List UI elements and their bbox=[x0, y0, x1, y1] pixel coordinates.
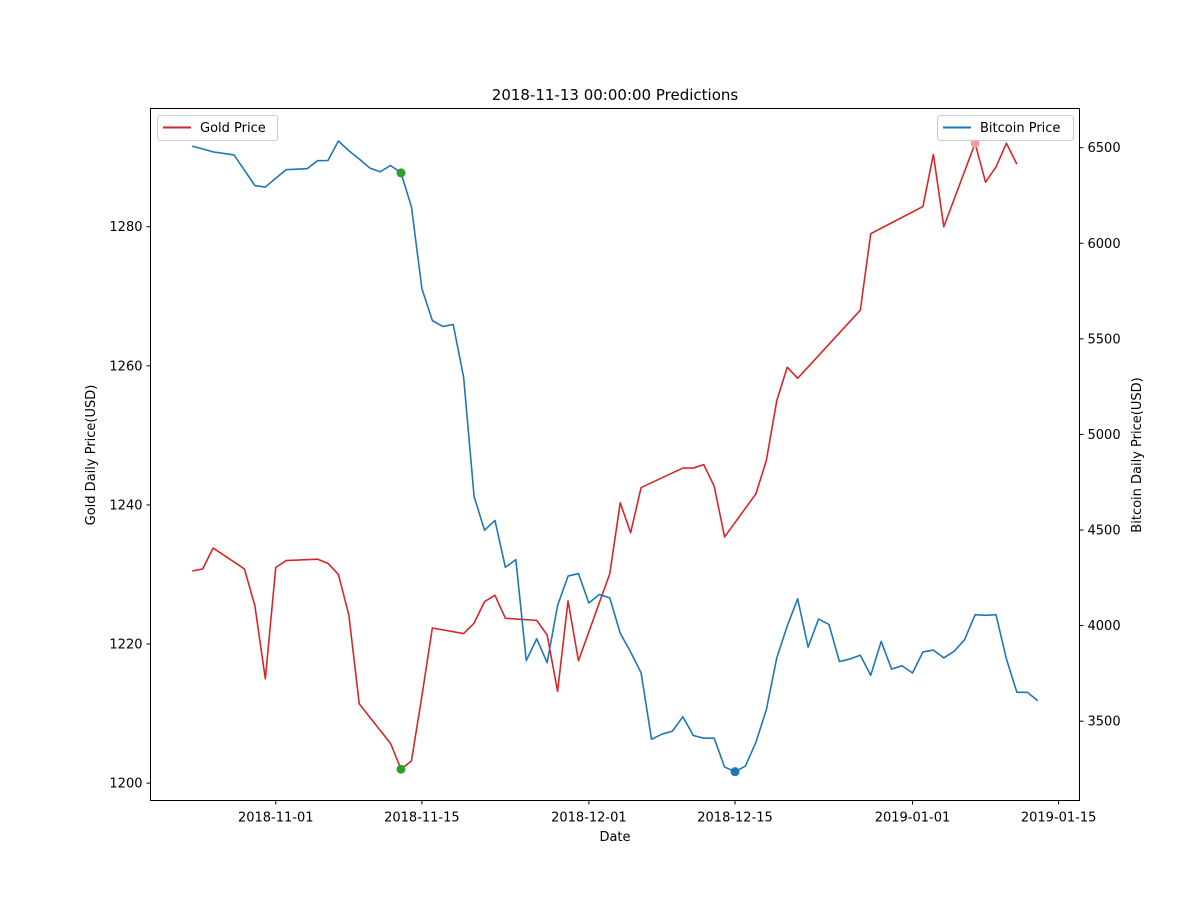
marker-point-0 bbox=[396, 764, 406, 774]
legend-bitcoin-label: Bitcoin Price bbox=[980, 121, 1060, 136]
y-right-tick-label: 5000 bbox=[1088, 428, 1121, 443]
y-left-axis-label: Gold Daily Price(USD) bbox=[84, 385, 99, 526]
y-right-tick-label: 5500 bbox=[1088, 332, 1121, 347]
series-line-gold-price bbox=[192, 142, 1018, 771]
y-right-tick-label: 4000 bbox=[1088, 619, 1121, 634]
x-axis: 2018-11-01 2018-11-15 2018-12-01 2018-12-15… bbox=[238, 800, 1097, 826]
marker-point-2 bbox=[730, 767, 740, 777]
plot-frame bbox=[150, 108, 1080, 801]
legend-bitcoin-box bbox=[937, 115, 1074, 141]
marker-point-1 bbox=[396, 168, 406, 178]
y-left-axis: 1200 1220 1240 1260 1280 bbox=[109, 220, 151, 792]
y-right-tick-label: 3500 bbox=[1088, 715, 1121, 730]
legend-bitcoin: Bitcoin Price bbox=[937, 115, 1074, 141]
x-tick-label: 2018-12-01 bbox=[551, 811, 627, 826]
x-tick-label: 2018-12-15 bbox=[697, 811, 773, 826]
y-right-tick-label: 6000 bbox=[1088, 237, 1121, 252]
x-axis-label: Date bbox=[599, 830, 630, 845]
legend-gold: Gold Price bbox=[157, 115, 278, 141]
y-left-tick-label: 1200 bbox=[109, 777, 142, 792]
x-tick-label: 2018-11-01 bbox=[238, 811, 314, 826]
marker-point-3 bbox=[970, 138, 980, 148]
x-tick-label: 2019-01-01 bbox=[875, 811, 951, 826]
legend-gold-label: Gold Price bbox=[200, 121, 266, 136]
y-left-tick-label: 1220 bbox=[109, 638, 142, 653]
series-line-bitcoin-price bbox=[192, 140, 1039, 773]
y-right-tick-label: 4500 bbox=[1088, 524, 1121, 539]
chart-title: 2018-11-13 00:00:00 Predictions bbox=[492, 86, 739, 104]
x-tick-label: 2018-11-15 bbox=[384, 811, 460, 826]
x-tick-label: 2019-01-15 bbox=[1021, 811, 1097, 826]
legend-gold-box bbox=[157, 115, 278, 141]
y-right-axis: 3500 4000 4500 5000 5500 6000 6500 bbox=[1079, 141, 1121, 730]
y-right-tick-label: 6500 bbox=[1088, 141, 1121, 156]
y-left-tick-label: 1240 bbox=[109, 498, 142, 513]
y-right-axis-label: Bitcoin Daily Price(USD) bbox=[1130, 377, 1145, 532]
y-left-tick-label: 1280 bbox=[109, 220, 142, 235]
y-left-tick-label: 1260 bbox=[109, 359, 142, 374]
plot-area bbox=[192, 138, 1039, 777]
